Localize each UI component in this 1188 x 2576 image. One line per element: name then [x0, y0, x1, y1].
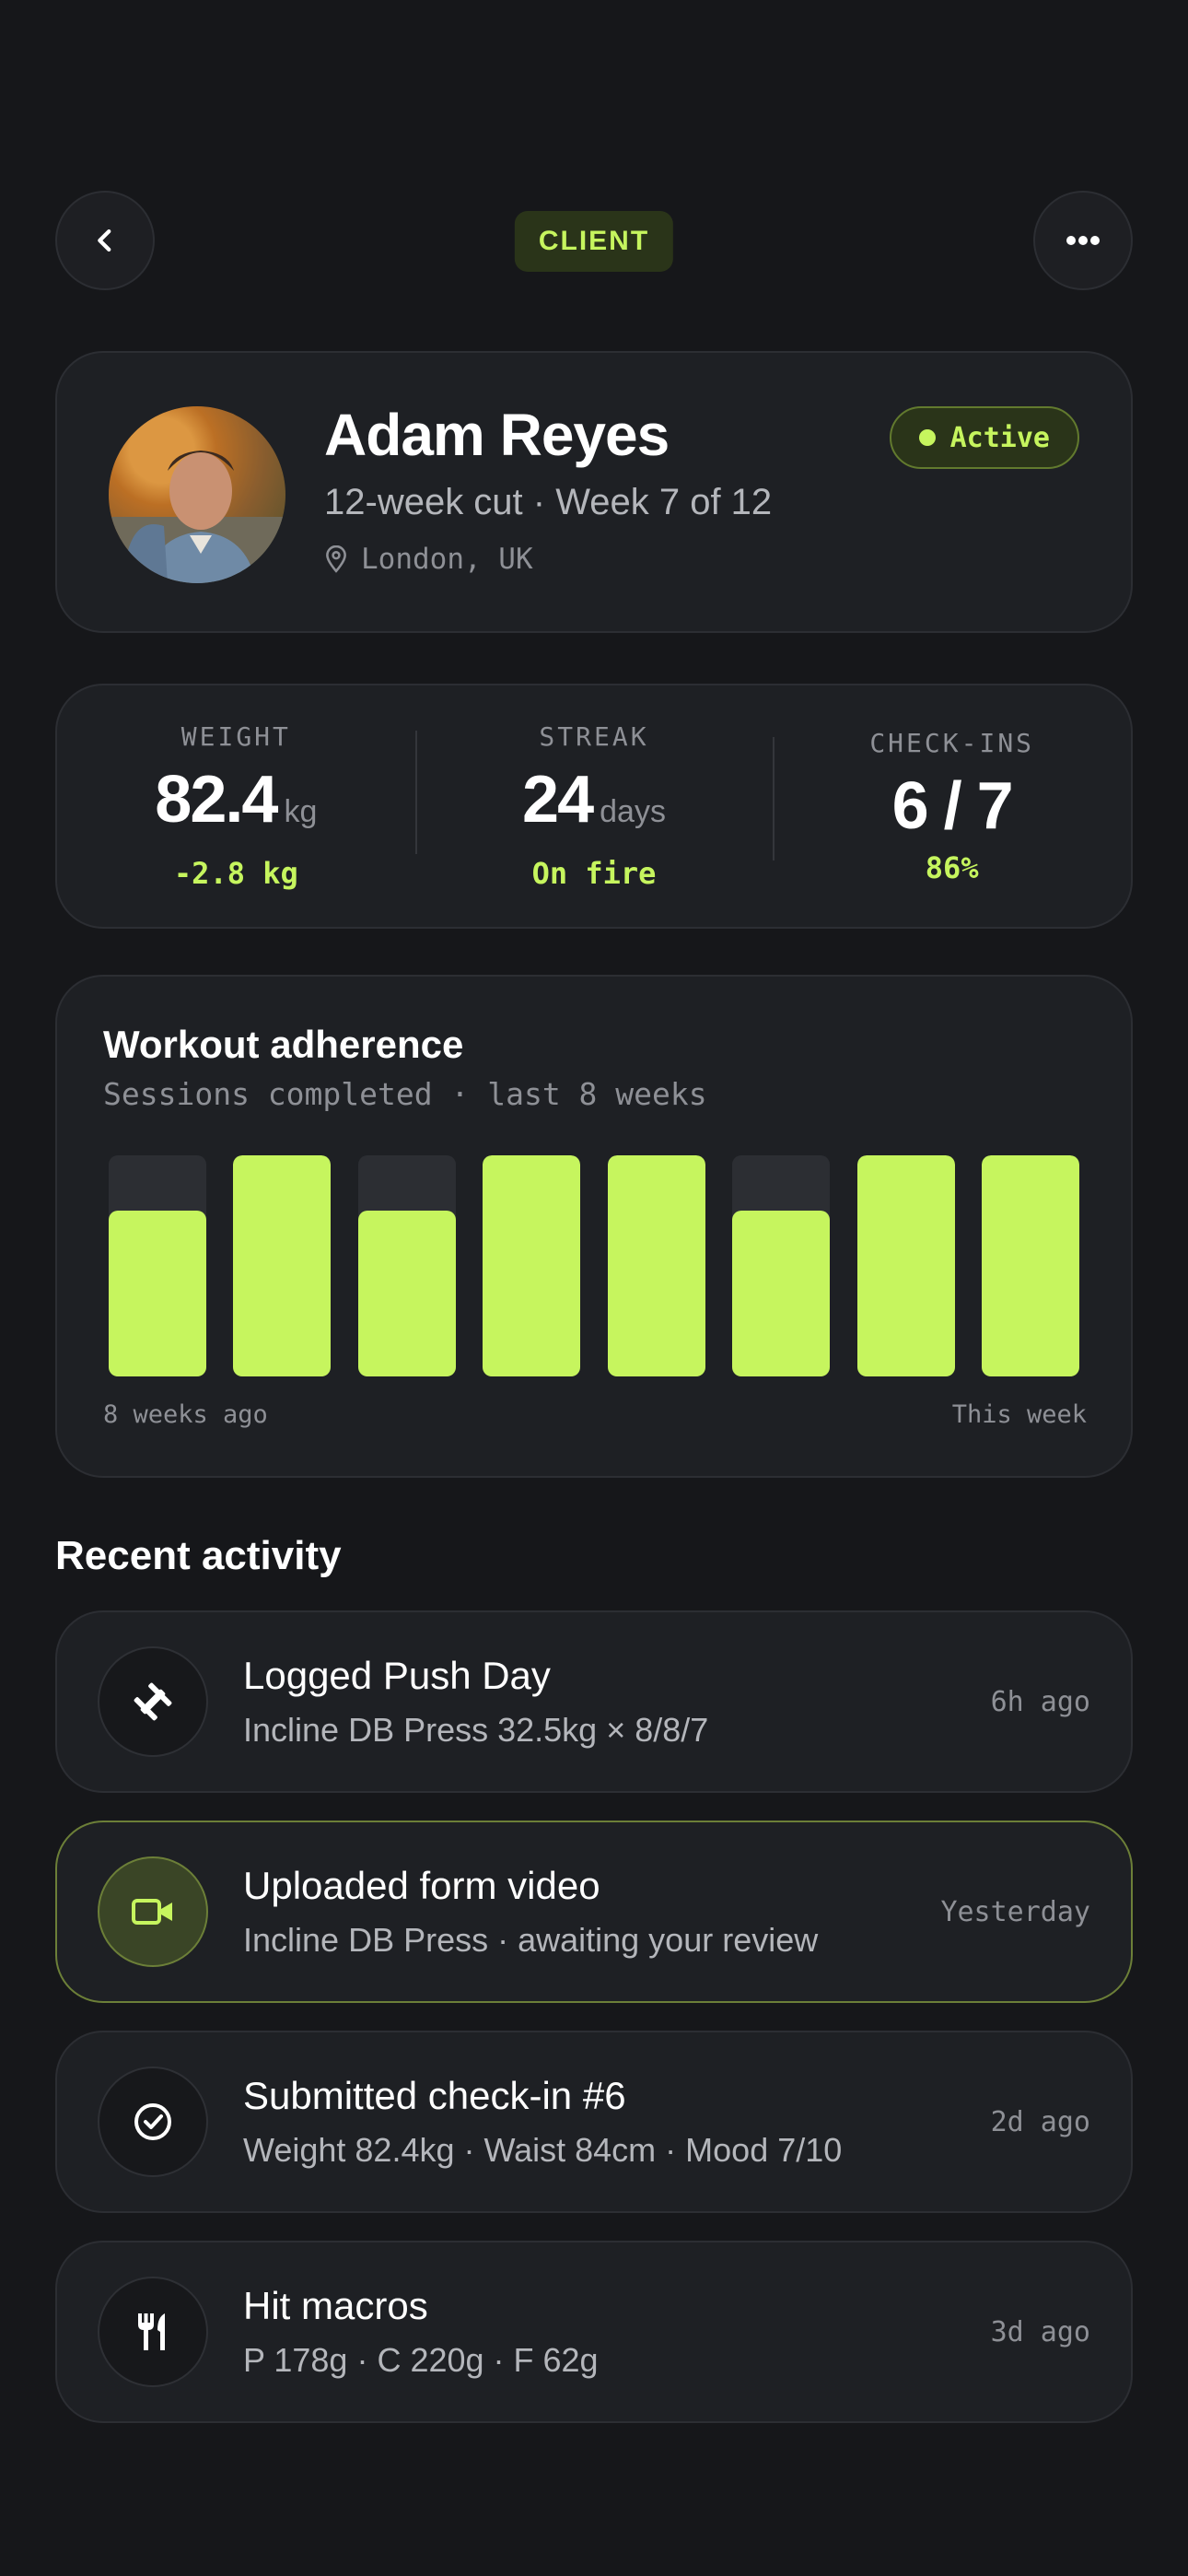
bar-week-1 — [109, 1155, 206, 1376]
activity-icon — [98, 2277, 208, 2387]
workout-adherence-card: Workout adherence Sessions completed · l… — [55, 975, 1133, 1478]
stat-delta: On fire — [531, 856, 657, 891]
chevron-left-icon — [98, 228, 111, 252]
fork-knife-icon — [138, 2313, 165, 2350]
stat-weight: WEIGHT 82.4 kg -2.8 kg — [57, 721, 415, 891]
bar-week-6 — [732, 1155, 831, 1376]
check-circle-icon — [134, 2103, 171, 2140]
activity-desc: P 178g · C 220g · F 62g — [243, 2341, 599, 2379]
activity-icon — [98, 1646, 208, 1757]
bar-fill — [357, 1211, 456, 1376]
client-name: Adam Reyes — [324, 402, 670, 468]
stat-number: 6 / 7 — [891, 768, 1014, 843]
activity-body: Logged Push Day Incline DB Press 32.5kg … — [243, 1654, 991, 1750]
activity-desc: Weight 82.4kg · Waist 84cm · Mood 7/10 — [243, 2131, 843, 2169]
activity-icon — [98, 1856, 208, 1967]
stat-label: STREAK — [539, 721, 649, 752]
status-dot — [918, 429, 936, 446]
activity-body: Submitted check-in #6 Weight 82.4kg · Wa… — [243, 2074, 991, 2170]
bar-week-4 — [483, 1155, 581, 1376]
location-text: London, UK — [361, 543, 533, 576]
bar-fill — [607, 1155, 705, 1376]
map-pin-icon — [326, 545, 346, 573]
client-badge: CLIENT — [514, 211, 674, 272]
activity-icon — [98, 2067, 208, 2177]
stat-value: 82.4 kg — [57, 763, 415, 849]
chart-title: Workout adherence — [103, 1023, 464, 1066]
bar-fill — [856, 1155, 955, 1376]
activity-title: Hit macros — [243, 2284, 428, 2327]
bar-chart — [109, 1155, 1081, 1376]
bar-fill — [483, 1155, 581, 1376]
activity-item-macros[interactable]: Hit macros P 178g · C 220g · F 62g 3d ag… — [55, 2241, 1133, 2423]
activity-time: 2d ago — [990, 2105, 1090, 2138]
stat-label: WEIGHT — [181, 721, 291, 752]
activity-time: 3d ago — [990, 2315, 1090, 2348]
stat-delta: -2.8 kg — [173, 856, 298, 891]
more-dots-icon — [1066, 236, 1100, 245]
stat-value: 24 days — [415, 763, 774, 849]
profile-card: Adam Reyes 12-week cut · Week 7 of 12 Lo… — [55, 351, 1133, 633]
section-title-recent-activity: Recent activity — [55, 1533, 342, 1578]
stat-streak: STREAK 24 days On fire — [414, 721, 774, 891]
stat-unit: days — [600, 794, 666, 829]
chart-subtitle: Sessions completed · last 8 weeks — [103, 1076, 707, 1112]
activity-item-form-video[interactable]: Uploaded form video Incline DB Press · a… — [55, 1821, 1133, 2003]
bar-fill — [982, 1155, 1079, 1376]
bar-fill — [109, 1211, 206, 1376]
stat-value: 6 / 7 — [773, 769, 1131, 843]
program-label: 12-week cut · Week 7 of 12 — [324, 482, 773, 522]
activity-desc: Incline DB Press · awaiting your review — [243, 1921, 819, 1959]
avatar — [109, 406, 285, 583]
bar-week-7 — [856, 1155, 955, 1376]
stat-number: 24 — [522, 763, 594, 837]
stat-delta: 86% — [925, 849, 979, 885]
chart-start-label: 8 weeks ago — [103, 1400, 268, 1429]
activity-title: Uploaded form video — [243, 1864, 600, 1907]
stat-check-ins: CHECK-INS 6 / 7 86% — [773, 728, 1131, 885]
activity-time: 6h ago — [990, 1685, 1090, 1718]
top-bar: CLIENT — [55, 191, 1133, 290]
bar-week-3 — [357, 1155, 456, 1376]
bar-week-2 — [233, 1155, 332, 1376]
activity-title: Submitted check-in #6 — [243, 2074, 626, 2117]
stat-label: CHECK-INS — [869, 727, 1035, 758]
location: London, UK — [324, 543, 533, 576]
stat-unit: kg — [284, 794, 318, 829]
bar-week-8 — [982, 1155, 1079, 1376]
dumbbell-icon — [134, 1682, 172, 1721]
bar-week-5 — [607, 1155, 705, 1376]
status-badge: Active — [889, 406, 1079, 469]
activity-body: Hit macros P 178g · C 220g · F 62g — [243, 2284, 991, 2380]
back-button[interactable] — [55, 191, 155, 290]
avatar-photo-icon — [109, 406, 285, 583]
activity-body: Uploaded form video Incline DB Press · a… — [243, 1864, 940, 1960]
chart-end-label: This week — [951, 1400, 1087, 1429]
more-options-button[interactable] — [1033, 191, 1133, 290]
stat-number: 82.4 — [155, 763, 278, 837]
activity-item-check-in[interactable]: Submitted check-in #6 Weight 82.4kg · Wa… — [55, 2031, 1133, 2213]
status-text: Active — [949, 421, 1050, 454]
stats-card: WEIGHT 82.4 kg -2.8 kg STREAK 24 days On f… — [55, 684, 1133, 929]
activity-title: Logged Push Day — [243, 1654, 551, 1697]
activity-item-push-day[interactable]: Logged Push Day Incline DB Press 32.5kg … — [55, 1610, 1133, 1793]
video-camera-icon — [132, 1899, 172, 1925]
activity-time: Yesterday — [940, 1895, 1090, 1928]
bar-fill — [233, 1155, 332, 1376]
activity-desc: Incline DB Press 32.5kg × 8/8/7 — [243, 1711, 709, 1749]
bar-fill — [732, 1211, 831, 1376]
